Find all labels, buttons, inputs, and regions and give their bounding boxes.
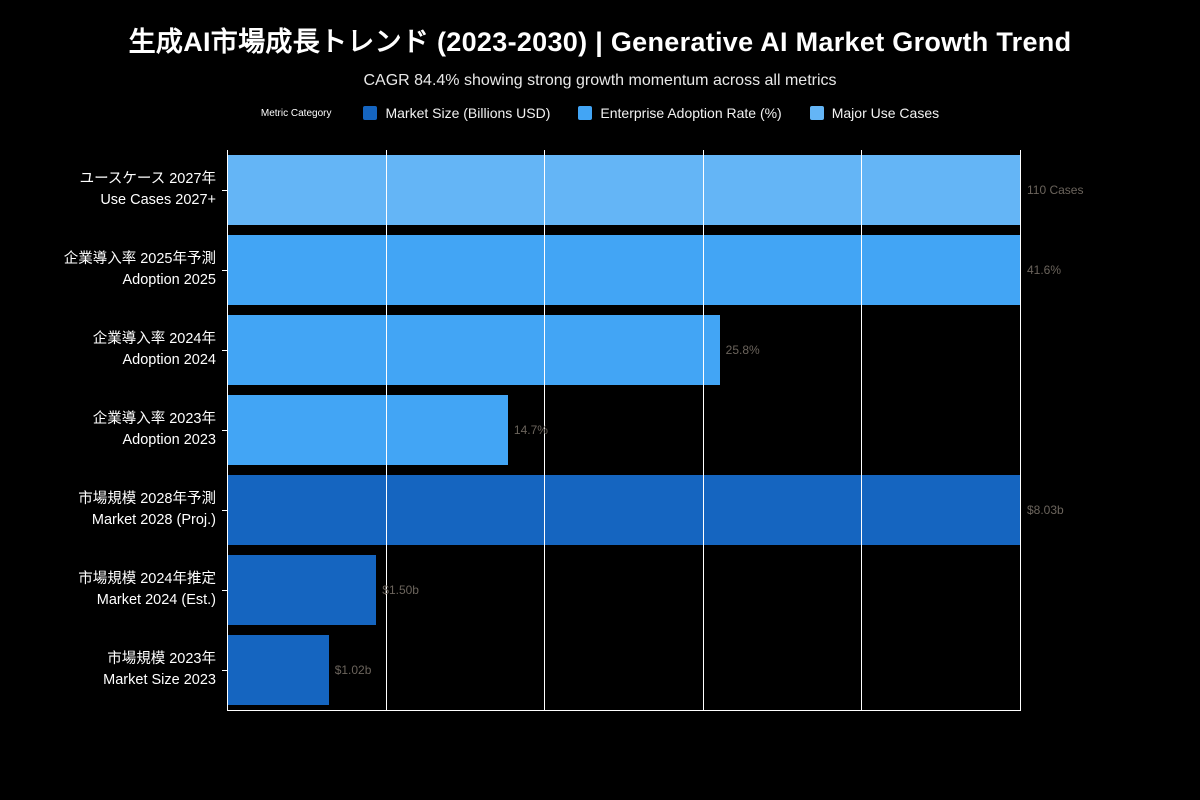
axis-tick	[222, 510, 228, 511]
category-label: 企業導入率 2023年 Adoption 2023	[93, 409, 216, 451]
category-label-ja: 企業導入率 2024年	[92, 330, 216, 347]
axis-tick	[222, 430, 228, 431]
category-label: ユースケース 2027年 Use Cases 2027+	[80, 169, 216, 211]
axis-tick	[222, 350, 228, 351]
value-label: $1.02b	[334, 663, 372, 677]
chart-subtitle: CAGR 84.4% showing strong growth momentu…	[363, 72, 837, 89]
chart-row: 企業導入率 2025年予測 Adoption 2025 41.6%	[64, 230, 1061, 310]
bar[interactable]	[228, 635, 329, 705]
gridline	[861, 150, 863, 710]
legend-title: Metric Category	[260, 107, 332, 119]
chart-row: 市場規模 2023年 Market Size 2023 $1.02b	[103, 630, 1021, 710]
value-label: 25.8%	[725, 343, 760, 357]
axis-tick	[222, 590, 228, 591]
gridline	[385, 150, 387, 710]
category-label-ja: 市場規模 2024年推定	[78, 570, 216, 587]
value-label: 14.7%	[513, 423, 548, 437]
legend-item-label: Enterprise Adoption Rate (%)	[600, 105, 782, 121]
category-label: 企業導入率 2025年予測 Adoption 2025	[64, 249, 216, 291]
category-label-en: Market 2028 (Proj.)	[91, 512, 216, 528]
legend: Metric Category Market Size (Billions US…	[0, 105, 1200, 121]
chart-row: ユースケース 2027年 Use Cases 2027+ 110 Cases	[80, 150, 1083, 230]
category-label-ja: ユースケース 2027年	[79, 170, 216, 187]
bar[interactable]	[228, 555, 377, 625]
gridline	[702, 150, 704, 710]
axis-tick	[222, 190, 228, 191]
category-label: 企業導入率 2024年 Adoption 2024	[93, 329, 216, 371]
legend-swatch-icon	[809, 106, 824, 120]
category-label-ja: 市場規模 2023年	[107, 650, 216, 667]
chart-title: 生成AI市場成長トレンド (2023-2030) | Generative AI…	[128, 27, 1072, 57]
axis-tick	[222, 670, 228, 671]
category-label-ja: 企業導入率 2025年予測	[63, 250, 216, 267]
bar[interactable]	[228, 475, 1021, 545]
bar[interactable]	[228, 395, 508, 465]
legend-item-label: Major Use Cases	[831, 105, 940, 121]
category-label-en: Market Size 2023	[103, 672, 216, 688]
value-label: $8.03b	[1027, 503, 1064, 517]
gridline	[544, 150, 546, 710]
legend-items: Market Size (Billions USD) Enterprise Ad…	[363, 105, 939, 121]
legend-swatch-icon	[363, 106, 378, 120]
value-label: 110 Cases	[1027, 183, 1084, 197]
value-label: $1.50b	[382, 583, 419, 597]
bar[interactable]	[228, 155, 1021, 225]
category-label: 市場規模 2028年予測 Market 2028 (Proj.)	[78, 489, 216, 531]
chart-row: 市場規模 2024年推定 Market 2024 (Est.) $1.50b	[78, 550, 1021, 630]
legend-item-label: Market Size (Billions USD)	[385, 105, 551, 121]
category-label-ja: 企業導入率 2023年	[92, 410, 216, 427]
plot-area: ユースケース 2027年 Use Cases 2027+ 110 Cases 企…	[64, 150, 1083, 711]
chart-row: 企業導入率 2023年 Adoption 2023 14.7%	[93, 390, 1021, 470]
chart-row: 市場規模 2028年予測 Market 2028 (Proj.) $8.03b	[78, 470, 1064, 550]
bar[interactable]	[228, 315, 720, 385]
category-label-en: Use Cases 2027+	[100, 192, 216, 208]
legend-swatch-icon	[578, 106, 593, 120]
gridline	[1020, 150, 1021, 710]
bar[interactable]	[228, 235, 1021, 305]
category-label-en: Adoption 2024	[122, 352, 216, 368]
category-label-en: Market 2024 (Est.)	[96, 592, 216, 608]
chart-row: 企業導入率 2024年 Adoption 2024 25.8%	[93, 310, 1021, 390]
category-label: 市場規模 2023年 Market Size 2023	[103, 649, 216, 691]
category-label-en: Adoption 2023	[122, 432, 216, 448]
category-label: 市場規模 2024年推定 Market 2024 (Est.)	[78, 569, 216, 611]
legend-item[interactable]: Major Use Cases	[809, 105, 940, 121]
category-label-ja: 市場規模 2028年予測	[78, 490, 216, 507]
legend-item[interactable]: Enterprise Adoption Rate (%)	[578, 105, 782, 121]
legend-item[interactable]: Market Size (Billions USD)	[363, 105, 550, 121]
value-label: 41.6%	[1027, 263, 1062, 277]
axis-tick	[222, 270, 228, 271]
category-label-en: Adoption 2025	[122, 272, 216, 288]
